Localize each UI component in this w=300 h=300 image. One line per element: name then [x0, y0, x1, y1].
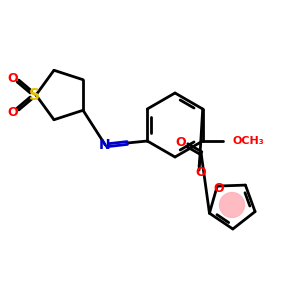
- Text: O: O: [176, 136, 186, 148]
- Text: O: O: [196, 166, 206, 178]
- Text: N: N: [98, 138, 110, 152]
- Text: O: O: [8, 71, 18, 85]
- Circle shape: [220, 193, 244, 217]
- Text: O: O: [8, 106, 18, 118]
- Text: S: S: [28, 88, 40, 103]
- Text: O: O: [213, 182, 224, 195]
- Text: OCH₃: OCH₃: [233, 136, 264, 146]
